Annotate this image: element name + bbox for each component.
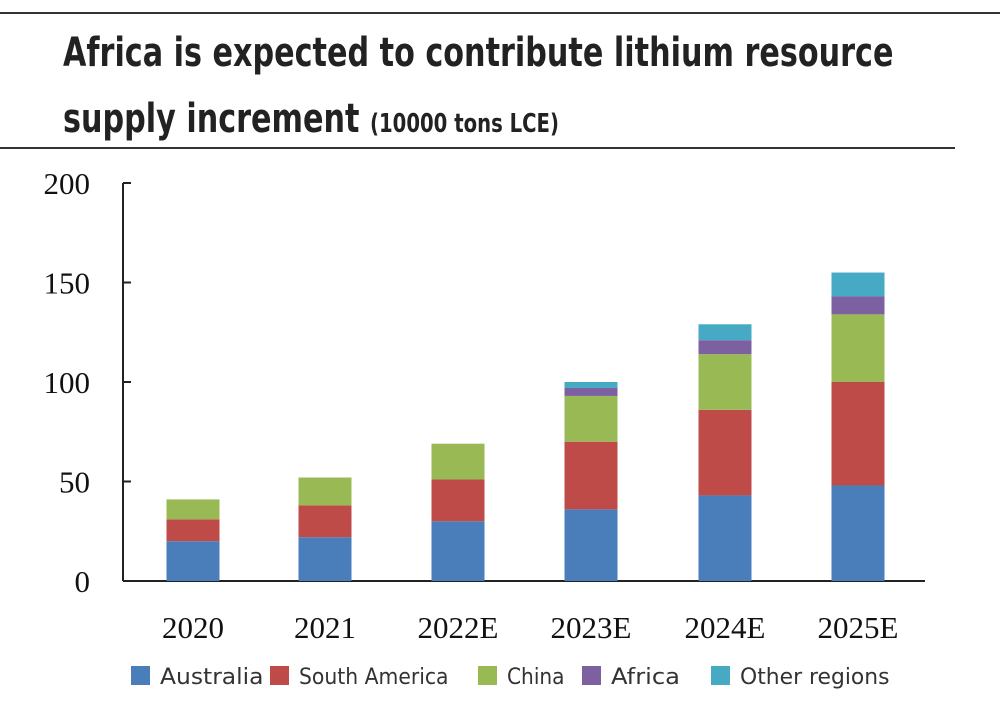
bar-segment-china bbox=[431, 443, 485, 480]
x-tick-label: 2024E bbox=[685, 610, 766, 645]
legend-swatch bbox=[711, 666, 730, 685]
legend-label: Africa bbox=[611, 665, 680, 690]
legend-label: Other regions bbox=[740, 665, 890, 690]
y-tick-label: 200 bbox=[44, 166, 91, 201]
y-tick-label: 150 bbox=[44, 266, 91, 301]
legend-label: China bbox=[507, 665, 565, 690]
legend-swatch bbox=[478, 666, 497, 685]
legend-swatch bbox=[131, 666, 150, 685]
chart-title: Africa is expected to contribute lithium… bbox=[63, 20, 898, 157]
legend-swatch bbox=[270, 666, 289, 685]
bar-segment-china bbox=[831, 314, 885, 382]
bar-segment-other-regions bbox=[564, 382, 618, 388]
top-rule bbox=[0, 12, 1000, 14]
bar-segment-australia bbox=[564, 509, 618, 581]
bar-segment-australia bbox=[166, 541, 220, 581]
title-rule bbox=[0, 147, 955, 149]
bar-segment-china bbox=[698, 354, 752, 410]
bar-segment-other-regions bbox=[698, 324, 752, 341]
legend-swatch bbox=[582, 666, 601, 685]
bar-segment-australia bbox=[698, 495, 752, 581]
bar-segment-australia bbox=[831, 485, 885, 581]
x-tick-label: 2020 bbox=[162, 610, 224, 645]
x-tick-label: 2023E bbox=[551, 610, 632, 645]
bar-segment-africa bbox=[831, 296, 885, 315]
bar-segment-other-regions bbox=[831, 272, 885, 297]
x-tick-label: 2025E bbox=[818, 610, 899, 645]
bar-segment-china bbox=[166, 499, 220, 520]
legend-label: South America bbox=[299, 665, 449, 690]
bar-segment-south-america bbox=[166, 519, 220, 542]
bar-segment-china bbox=[298, 477, 352, 506]
y-tick-label: 0 bbox=[75, 564, 91, 599]
bar-segment-south-america bbox=[831, 382, 885, 486]
x-tick-label: 2021 bbox=[294, 610, 356, 645]
bar-segment-south-america bbox=[698, 409, 752, 496]
bar-segment-south-america bbox=[564, 441, 618, 510]
y-tick-label: 100 bbox=[44, 365, 91, 400]
title-unit: (10000 tons LCE) bbox=[370, 109, 559, 139]
bar-segment-africa bbox=[698, 340, 752, 355]
title-text: Africa is expected to contribute lithium… bbox=[63, 30, 894, 142]
bar-segment-australia bbox=[298, 537, 352, 581]
bar-segment-australia bbox=[431, 521, 485, 581]
bar-segment-africa bbox=[564, 387, 618, 396]
bar-segment-china bbox=[564, 395, 618, 442]
bar-segment-south-america bbox=[298, 505, 352, 538]
x-tick-label: 2022E bbox=[418, 610, 499, 645]
bar-segment-south-america bbox=[431, 479, 485, 522]
y-tick-label: 50 bbox=[59, 465, 90, 500]
legend-label: Australia bbox=[160, 665, 264, 690]
